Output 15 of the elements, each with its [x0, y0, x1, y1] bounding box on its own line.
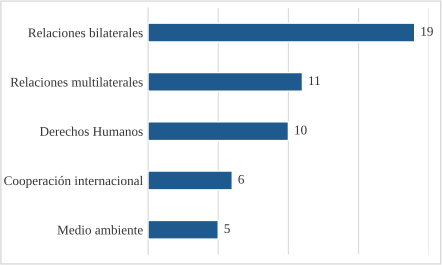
data-label: 6	[238, 174, 244, 184]
bar	[148, 72, 304, 92]
y-tick-label: Relaciones multilaterales	[10, 77, 143, 87]
data-label: 11	[309, 76, 320, 86]
bar	[148, 220, 219, 240]
y-tick-label: Medio ambiente	[57, 225, 143, 234]
bar	[148, 22, 416, 43]
y-tick-label: Cooperación internacional	[4, 176, 143, 188]
data-label: 10	[295, 126, 307, 134]
bar	[148, 170, 233, 191]
data-label: 19	[421, 27, 433, 36]
y-tick-label: Relaciones bilaterales	[28, 28, 143, 38]
y-tick-label: Derechos Humanos	[40, 126, 143, 136]
data-label: 5	[224, 224, 230, 234]
bar	[148, 121, 290, 142]
